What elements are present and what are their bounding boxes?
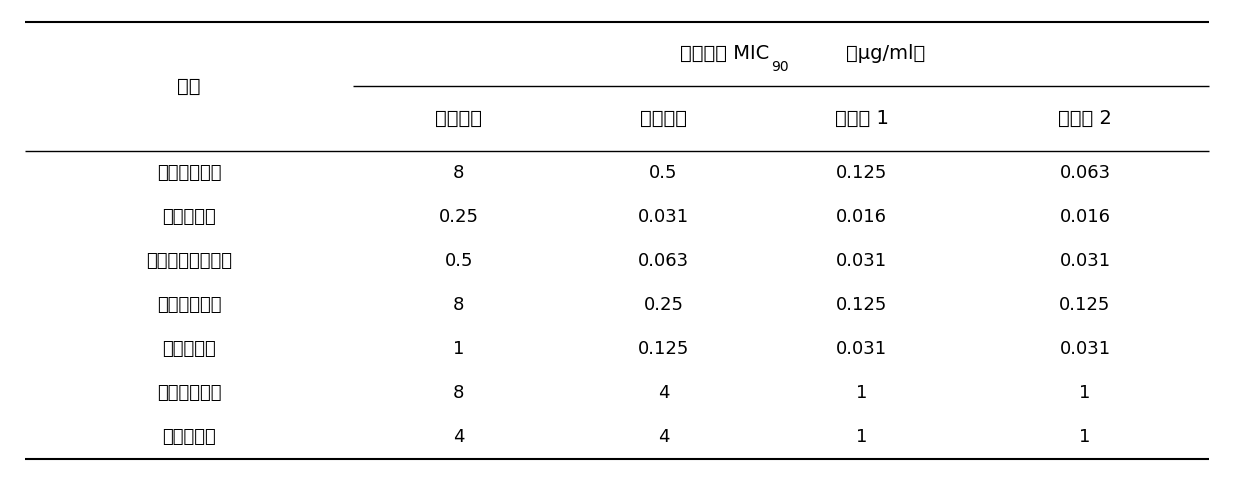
Text: 1: 1 — [453, 340, 465, 358]
Text: 8: 8 — [453, 384, 465, 402]
Text: 菌株: 菌株 — [177, 76, 201, 96]
Text: 0.063: 0.063 — [1059, 163, 1111, 182]
Text: 8: 8 — [453, 296, 465, 314]
Text: 0.5: 0.5 — [650, 163, 677, 182]
Text: 流感嗜血杆菌: 流感嗜血杆菌 — [156, 163, 222, 182]
Text: 大肠埃希菌: 大肠埃希菌 — [162, 207, 216, 226]
Text: 1: 1 — [1079, 428, 1091, 446]
Text: 0.125: 0.125 — [836, 163, 888, 182]
Text: 0.25: 0.25 — [439, 207, 479, 226]
Text: 脆弱拟杆菌: 脆弱拟杆菌 — [162, 428, 216, 446]
Text: 0.031: 0.031 — [1059, 340, 1111, 358]
Text: 90: 90 — [771, 60, 789, 74]
Text: 阴沟肠杆菌: 阴沟肠杆菌 — [162, 340, 216, 358]
Text: 奇异变形杆菌: 奇异变形杆菌 — [156, 296, 222, 314]
Text: 0.063: 0.063 — [637, 252, 689, 270]
Text: 4: 4 — [657, 384, 670, 402]
Text: 0.125: 0.125 — [836, 296, 888, 314]
Text: 0.125: 0.125 — [637, 340, 689, 358]
Text: 1: 1 — [856, 384, 868, 402]
Text: 0.125: 0.125 — [1059, 296, 1111, 314]
Text: 0.031: 0.031 — [836, 340, 888, 358]
Text: 4: 4 — [453, 428, 465, 446]
Text: 铜绿假单胞菌: 铜绿假单胞菌 — [156, 384, 222, 402]
Text: 肺炎克雷伯氏杆菌: 肺炎克雷伯氏杆菌 — [146, 252, 232, 270]
Text: 0.016: 0.016 — [836, 207, 888, 226]
Text: 1: 1 — [1079, 384, 1091, 402]
Text: 化合物 2: 化合物 2 — [1058, 109, 1112, 128]
Text: 抗菌活性 MIC: 抗菌活性 MIC — [680, 44, 769, 63]
Text: 0.031: 0.031 — [1059, 252, 1111, 270]
Text: 0.5: 0.5 — [445, 252, 472, 270]
Text: 0.016: 0.016 — [1059, 207, 1111, 226]
Text: 8: 8 — [453, 163, 465, 182]
Text: 1: 1 — [856, 428, 868, 446]
Text: 0.031: 0.031 — [836, 252, 888, 270]
Text: 美罗培南: 美罗培南 — [640, 109, 687, 128]
Text: 0.031: 0.031 — [637, 207, 689, 226]
Text: 亚胺培南: 亚胺培南 — [435, 109, 482, 128]
Text: （μg/ml）: （μg/ml） — [846, 44, 925, 63]
Text: 化合物 1: 化合物 1 — [835, 109, 889, 128]
Text: 0.25: 0.25 — [644, 296, 683, 314]
Text: 4: 4 — [657, 428, 670, 446]
